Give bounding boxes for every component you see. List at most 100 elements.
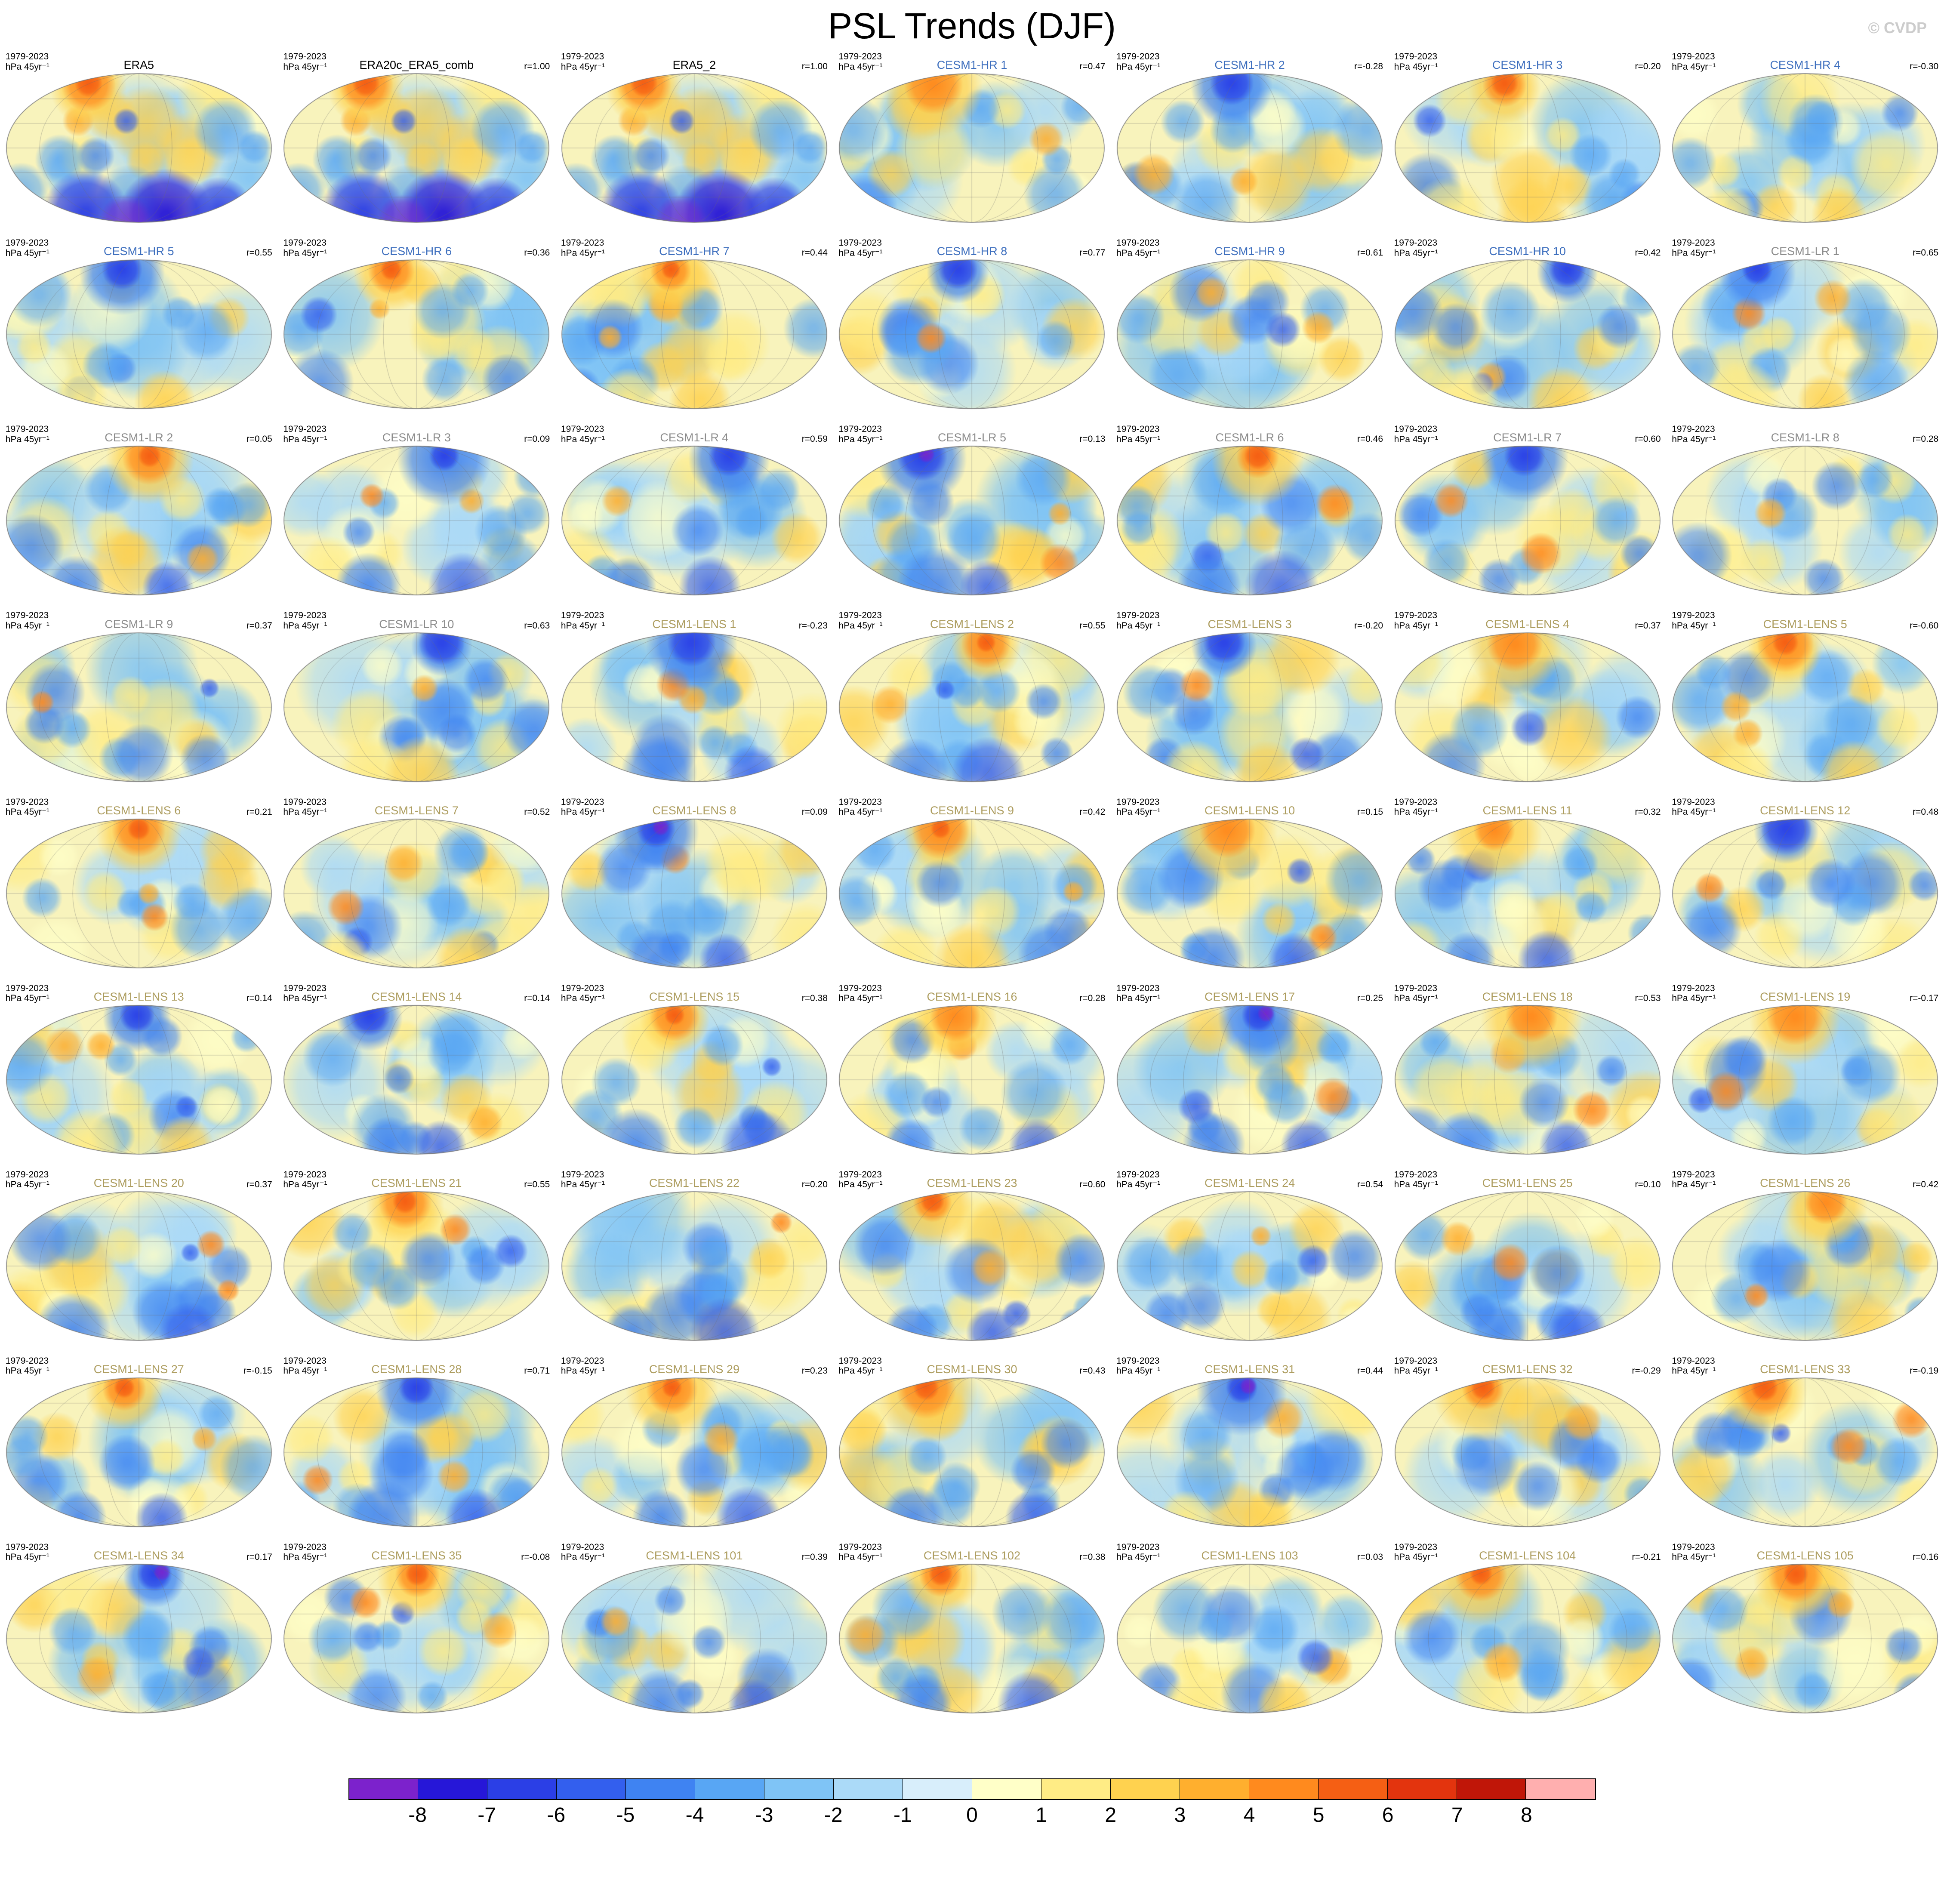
map-cesm1-lens-105 xyxy=(1672,1563,1939,1714)
panel-header: 1979-2023 hPa 45yr⁻¹ CESM1-LENS 22 r=0.20 xyxy=(561,1170,828,1190)
panel-period-units: 1979-2023 hPa 45yr⁻¹ xyxy=(1394,1356,1479,1376)
panel-title: CESM1-LR 9 xyxy=(105,617,173,631)
map-cesm1-lens-13 xyxy=(5,1004,272,1155)
panel-units: hPa 45yr⁻¹ xyxy=(1116,1180,1161,1190)
colorbar-cell-0 xyxy=(349,1779,419,1799)
panel-units: hPa 45yr⁻¹ xyxy=(1394,1180,1438,1190)
panel-period: 1979-2023 xyxy=(1394,1169,1438,1180)
panel-correlation-label: r=0.44 xyxy=(801,248,828,258)
map-cesm1-lens-29 xyxy=(561,1377,828,1528)
panel-period: 1979-2023 xyxy=(838,1542,882,1552)
panel-era5_2: 1979-2023 hPa 45yr⁻¹ ERA5_2 r=1.00 xyxy=(555,52,833,224)
colorbar-tick-label: -6 xyxy=(547,1803,566,1827)
panel-title: CESM1-LENS 103 xyxy=(1201,1549,1298,1562)
panel-period: 1979-2023 xyxy=(283,983,327,993)
panel-cesm1-lens-29: 1979-2023 hPa 45yr⁻¹ CESM1-LENS 29 r=0.23 xyxy=(555,1356,833,1528)
colorbar-cell-4 xyxy=(626,1779,696,1799)
panel-cesm1-lens-14: 1979-2023 hPa 45yr⁻¹ CESM1-LENS 14 r=0.14 xyxy=(278,983,556,1155)
panel-period: 1979-2023 xyxy=(1394,797,1438,807)
panel-units: hPa 45yr⁻¹ xyxy=(1116,807,1161,817)
panel-units: hPa 45yr⁻¹ xyxy=(1116,621,1161,631)
panel-period-units: 1979-2023 hPa 45yr⁻¹ xyxy=(1672,1170,1756,1190)
panel-correlation-label: r=-0.60 xyxy=(1910,620,1939,631)
panel-title: CESM1-LENS 30 xyxy=(927,1362,1017,1376)
panel-units: hPa 45yr⁻¹ xyxy=(283,248,327,258)
panel-period-units: 1979-2023 hPa 45yr⁻¹ xyxy=(1672,610,1759,631)
map-cesm1-lens-26 xyxy=(1672,1190,1939,1341)
panel-header: 1979-2023 hPa 45yr⁻¹ CESM1-HR 4 r=-0.30 xyxy=(1672,52,1938,72)
panel-header: 1979-2023 hPa 45yr⁻¹ CESM1-LENS 31 r=0.44 xyxy=(1116,1356,1383,1376)
panel-header: 1979-2023 hPa 45yr⁻¹ CESM1-LR 8 r=0.28 xyxy=(1672,424,1938,444)
panel-cesm1-lens-18: 1979-2023 hPa 45yr⁻¹ CESM1-LENS 18 r=0.53 xyxy=(1389,983,1667,1155)
panel-header: 1979-2023 hPa 45yr⁻¹ CESM1-LENS 9 r=0.42 xyxy=(838,797,1105,817)
panel-title: CESM1-LENS 33 xyxy=(1760,1362,1851,1376)
panel-cesm1-lr-9: 1979-2023 hPa 45yr⁻¹ CESM1-LR 9 r=0.37 xyxy=(0,610,278,783)
panel-header: 1979-2023 hPa 45yr⁻¹ CESM1-LENS 26 r=0.42 xyxy=(1672,1170,1938,1190)
panel-units: hPa 45yr⁻¹ xyxy=(1116,1552,1161,1562)
panel-header: 1979-2023 hPa 45yr⁻¹ CESM1-LENS 105 r=0.16 xyxy=(1672,1542,1938,1562)
panel-units: hPa 45yr⁻¹ xyxy=(561,621,605,631)
colorbar-cell-6 xyxy=(764,1779,834,1799)
panel-period: 1979-2023 xyxy=(283,1542,327,1552)
map-cesm1-lens-7 xyxy=(283,818,550,969)
panel-title: CESM1-LENS 31 xyxy=(1205,1362,1295,1376)
panel-period-units: 1979-2023 hPa 45yr⁻¹ xyxy=(838,1542,920,1562)
panel-header: 1979-2023 hPa 45yr⁻¹ CESM1-HR 6 r=0.36 xyxy=(283,238,550,258)
panel-units: hPa 45yr⁻¹ xyxy=(1672,1366,1716,1376)
map-cesm1-lens-28 xyxy=(283,1377,550,1528)
panel-header: 1979-2023 hPa 45yr⁻¹ CESM1-LENS 101 r=0.39 xyxy=(561,1542,828,1562)
map-cesm1-lens-103 xyxy=(1116,1563,1383,1714)
panel-cesm1-lens-24: 1979-2023 hPa 45yr⁻¹ CESM1-LENS 24 r=0.54 xyxy=(1111,1170,1389,1341)
panel-correlation-label: r=0.17 xyxy=(246,1552,272,1562)
panel-units: hPa 45yr⁻¹ xyxy=(1394,62,1438,72)
panel-period-units: 1979-2023 hPa 45yr⁻¹ xyxy=(6,1542,90,1562)
panel-units: hPa 45yr⁻¹ xyxy=(5,62,49,72)
colorbar-tick-label: 0 xyxy=(966,1803,978,1827)
panel-period: 1979-2023 xyxy=(561,1169,604,1180)
panel-period-units: 1979-2023 hPa 45yr⁻¹ xyxy=(838,610,926,631)
panel-header: 1979-2023 hPa 45yr⁻¹ CESM1-LENS 4 r=0.37 xyxy=(1394,610,1661,631)
map-cesm1-lens-31 xyxy=(1116,1377,1383,1528)
panel-correlation-label: r=0.10 xyxy=(1635,1179,1661,1189)
panel-title: CESM1-LENS 11 xyxy=(1482,804,1572,817)
panel-period: 1979-2023 xyxy=(1672,238,1715,248)
panel-period: 1979-2023 xyxy=(5,1356,49,1366)
panel-cesm1-lens-2: 1979-2023 hPa 45yr⁻¹ CESM1-LENS 2 r=0.55 xyxy=(833,610,1111,783)
panel-period: 1979-2023 xyxy=(838,1356,882,1366)
map-cesm1-lens-3 xyxy=(1116,632,1383,783)
panel-period-units: 1979-2023 hPa 45yr⁻¹ xyxy=(838,797,926,817)
panel-cesm1-lens-9: 1979-2023 hPa 45yr⁻¹ CESM1-LENS 9 r=0.42 xyxy=(833,797,1111,969)
panel-period-units: 1979-2023 hPa 45yr⁻¹ xyxy=(1116,1170,1201,1190)
panel-title: CESM1-LR 4 xyxy=(660,431,729,444)
panel-period: 1979-2023 xyxy=(561,797,604,807)
panel-units: hPa 45yr⁻¹ xyxy=(283,807,327,817)
panel-title: CESM1-LENS 1 xyxy=(652,617,736,631)
colorbar-tick-label: 5 xyxy=(1312,1803,1325,1827)
panel-units: hPa 45yr⁻¹ xyxy=(1394,434,1438,444)
panel-correlation-label: r=0.42 xyxy=(1635,248,1661,258)
panel-units: hPa 45yr⁻¹ xyxy=(5,1552,49,1562)
panel-header: 1979-2023 hPa 45yr⁻¹ CESM1-LENS 33 r=-0.19 xyxy=(1672,1356,1938,1376)
panel-title: ERA5 xyxy=(123,59,154,72)
panel-cesm1-lens-26: 1979-2023 hPa 45yr⁻¹ CESM1-LENS 26 r=0.42 xyxy=(1666,1170,1944,1341)
panel-title: CESM1-LENS 18 xyxy=(1482,990,1573,1003)
panel-units: hPa 45yr⁻¹ xyxy=(561,1366,605,1376)
panel-title: CESM1-LR 6 xyxy=(1215,431,1284,444)
panel-period-units: 1979-2023 hPa 45yr⁻¹ xyxy=(1116,610,1204,631)
map-cesm1-lens-33 xyxy=(1672,1377,1939,1528)
panel-period: 1979-2023 xyxy=(1116,1169,1160,1180)
map-cesm1-lens-22 xyxy=(561,1190,828,1341)
panel-correlation-label: r=0.37 xyxy=(246,620,272,631)
panel-cesm1-lr-4: 1979-2023 hPa 45yr⁻¹ CESM1-LR 4 r=0.59 xyxy=(555,424,833,596)
panel-units: hPa 45yr⁻¹ xyxy=(1116,248,1161,258)
colorbar-tick-label: -3 xyxy=(755,1803,773,1827)
panel-title: ERA20c_ERA5_comb xyxy=(359,59,474,72)
panel-period: 1979-2023 xyxy=(1116,52,1160,62)
colorbar-tick-label: -2 xyxy=(824,1803,843,1827)
panel-period: 1979-2023 xyxy=(5,1542,49,1552)
panel-period: 1979-2023 xyxy=(283,424,327,434)
panel-units: hPa 45yr⁻¹ xyxy=(1116,1366,1161,1376)
map-cesm1-lr-10 xyxy=(283,632,550,783)
panel-era5: 1979-2023 hPa 45yr⁻¹ ERA5 xyxy=(0,52,278,224)
panel-header: 1979-2023 hPa 45yr⁻¹ CESM1-LENS 21 r=0.55 xyxy=(283,1170,550,1190)
